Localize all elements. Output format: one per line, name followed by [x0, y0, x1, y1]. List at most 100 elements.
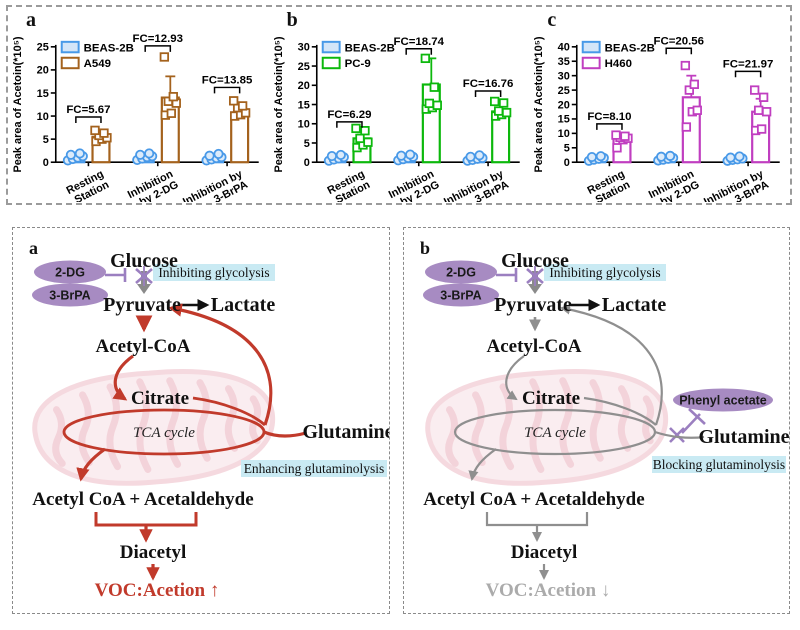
node-citrate: Citrate — [522, 388, 580, 409]
flow-arrows-gray — [453, 304, 705, 581]
fc-bracket — [213, 86, 241, 94]
gray-arrowhead — [528, 284, 542, 294]
citrate-connector — [192, 396, 266, 427]
legend-swatch — [582, 56, 601, 70]
callout-blocking-glutaminolysis — [652, 456, 786, 473]
bar — [421, 83, 441, 164]
fc-label: FC=6.29 — [327, 109, 371, 121]
panel-letter-b: b — [286, 9, 298, 31]
legend-label: PC-9 — [344, 58, 370, 70]
fc-label: FC=5.67 — [66, 104, 110, 116]
y-tick-label: 20 — [297, 80, 309, 92]
node-voc: VOC:Acetion ↑ — [95, 580, 220, 601]
fc-bracket — [735, 70, 762, 78]
mito-body — [32, 368, 276, 486]
y-tick-label: 5 — [564, 143, 570, 155]
fc-bracket — [335, 121, 363, 128]
y-tick-label: 10 — [558, 128, 570, 140]
node-glutamine: Glutamine — [302, 421, 389, 443]
data-point — [757, 124, 767, 134]
node-acetyl-coa: Acetyl-CoA — [487, 336, 582, 357]
data-point — [665, 150, 676, 161]
data-point — [681, 60, 691, 71]
node-glucose: Glucose — [501, 250, 569, 272]
x-category-label: Inhibition by3-BrPA — [181, 168, 251, 202]
node-tca-cycle: TCA cycle — [133, 425, 195, 441]
fc-bracket — [474, 90, 502, 98]
data-point — [501, 107, 511, 118]
tca-to-acetal-arrow — [76, 447, 106, 482]
data-point — [759, 92, 769, 102]
y-tick-label: 0 — [303, 157, 309, 169]
y-tick-label: 0 — [43, 157, 49, 169]
data-point — [74, 148, 85, 159]
data-point — [474, 150, 485, 161]
fc-label: FC=21.97 — [723, 58, 774, 70]
fc-label: FC=8.10 — [588, 111, 632, 123]
mitochondrion-drawing — [32, 368, 276, 486]
data-point — [596, 151, 607, 162]
data-point — [725, 152, 736, 163]
y-tick-label: 5 — [43, 134, 49, 146]
data-point — [362, 137, 373, 147]
fc-label: FC=20.56 — [654, 35, 705, 47]
pill-2dg — [34, 260, 106, 284]
x-category-label: Inhibition by3-BrPA — [702, 168, 772, 202]
pill-phenyl-acetate — [673, 388, 773, 412]
panel-letter-c: c — [547, 9, 557, 31]
node-glutamine: Glutamine — [698, 426, 789, 448]
data-point — [166, 108, 176, 118]
acetylcoa-to-citrate-arrow — [505, 355, 525, 401]
pill-phenyl-acetate-label: Phenyl acetate — [679, 394, 767, 408]
data-point — [335, 149, 346, 160]
pill-3brpa-label: 3-BrPA — [49, 289, 90, 303]
callout-inhibiting-glycolysis-label: Inhibiting glycolysis — [549, 265, 660, 280]
data-point — [656, 151, 667, 162]
legend-swatch — [60, 56, 80, 70]
data-point — [159, 52, 170, 62]
data-point — [432, 100, 442, 110]
fc-bracket — [75, 116, 102, 123]
data-point — [754, 105, 764, 115]
legend-label: BEAS-2B — [84, 42, 134, 54]
y-tick-label: 25 — [297, 61, 309, 73]
data-point — [420, 53, 430, 64]
x-category-label: RestingStation — [325, 168, 372, 202]
data-point — [204, 150, 215, 161]
legend-label: BEAS-2B — [344, 42, 394, 54]
pill-2dg — [425, 260, 497, 284]
legend-label: BEAS-2B — [605, 42, 655, 54]
fc-label: FC=12.93 — [132, 33, 183, 45]
data-point — [684, 85, 695, 95]
y-axis-label: Peak area of Acetoin(*10⁵) — [12, 36, 24, 172]
chart-panel-a: a 0 5 10 15 20 25 Peak area of Acetoin(*10⁵) FC… — [8, 7, 269, 203]
data-point — [682, 122, 692, 132]
y-tick-label: 25 — [558, 85, 570, 97]
data-point — [689, 79, 700, 89]
pill-3brpa — [423, 283, 499, 307]
y-tick-label: 15 — [297, 99, 309, 111]
data-point — [144, 148, 155, 159]
y-tick-label: 40 — [558, 42, 570, 54]
node-diacetyl: Diacetyl — [120, 542, 186, 563]
node-glucose: Glucose — [110, 250, 178, 272]
data-point — [429, 82, 439, 92]
y-tick-label: 10 — [297, 119, 309, 131]
callout-inhibiting-glycolysis-label: Inhibiting glycolysis — [158, 265, 269, 280]
y-tick-label: 15 — [558, 114, 570, 126]
y-tick-label: 15 — [37, 88, 49, 100]
callout-enhancing-glutaminolysis — [241, 460, 387, 477]
node-acetal: Acetyl CoA + Acetaldehyde — [32, 489, 253, 510]
diagram-letter-b: b — [420, 238, 430, 258]
data-point — [750, 85, 760, 95]
node-pyruvate: Pyruvate — [494, 294, 572, 316]
diagram-box-b: b 2-DG 3-BrPA Phenyl acetate — [403, 227, 790, 614]
x-category-label: Inhibitionby 2-DG — [647, 168, 702, 202]
y-tick-label: 20 — [37, 65, 49, 77]
legend-label: H460 — [605, 58, 632, 70]
bar-chart-c: 0 5 10 15 20 25 30 35 40 Peak area of Acetoin(*10… — [533, 35, 781, 202]
node-lactate: Lactate — [211, 294, 276, 316]
legend-swatch — [321, 40, 341, 54]
data-point — [424, 98, 434, 109]
